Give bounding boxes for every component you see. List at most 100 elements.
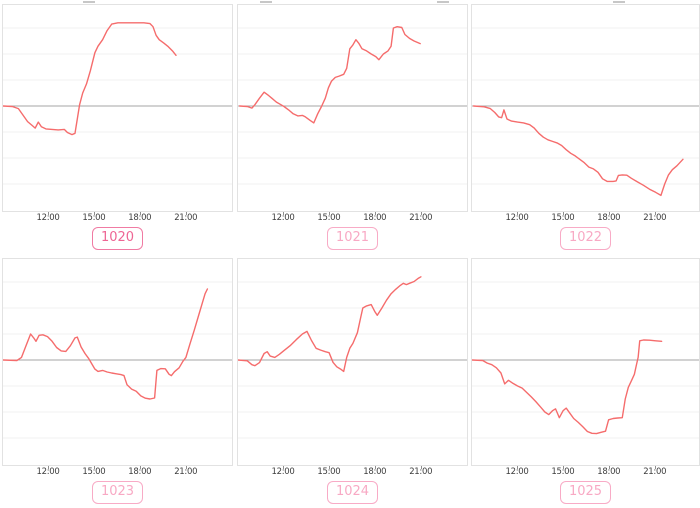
contract-badge-1020[interactable]: 1020 — [91, 227, 144, 251]
series-line-1020 — [3, 22, 177, 136]
clipped-title-area — [2, 254, 233, 258]
x-tick-mark — [93, 212, 95, 215]
x-tick-label: 21:00 — [174, 467, 198, 477]
chart-cell-1020: 12:00 15:00 18:00 21:00 1020 — [2, 0, 233, 254]
x-tick-label: 15:00 — [551, 467, 575, 477]
badge-row: 1024 — [237, 478, 468, 508]
line-chart-1023 — [3, 281, 232, 439]
x-tick-mark — [328, 466, 330, 469]
line-chart-1020 — [3, 22, 232, 185]
line-chart-1024 — [238, 276, 467, 439]
clipped-title-fragment — [83, 1, 95, 3]
x-tick-mark — [562, 212, 564, 215]
x-tick-mark — [283, 212, 284, 215]
contract-badge-1025[interactable]: 1025 — [559, 481, 612, 505]
chart-cell-1023: 12:00 15:00 18:00 21:00 1023 — [2, 254, 233, 508]
clipped-title-area — [2, 0, 233, 4]
series-line-1024 — [238, 276, 422, 373]
line-chart-1022 — [472, 27, 699, 197]
x-axis-1021: 12:00 15:00 18:00 21:00 — [237, 212, 468, 224]
x-tick-label: 15:00 — [317, 213, 341, 223]
series-line-1025 — [472, 339, 663, 435]
chart-panel-1025[interactable] — [471, 258, 700, 466]
x-tick-mark — [517, 466, 518, 469]
x-tick-label: 21:00 — [409, 467, 433, 477]
chart-panel-1024[interactable] — [237, 258, 468, 466]
badge-row: 1025 — [471, 478, 700, 508]
contract-badge-1021[interactable]: 1021 — [326, 227, 379, 251]
x-tick-label: 12:00 — [271, 213, 295, 223]
chart-cell-1024: 12:00 15:00 18:00 21:00 1024 — [237, 254, 468, 508]
clipped-title-fragment — [613, 1, 625, 3]
x-tick-label: 12:00 — [36, 213, 60, 223]
chart-panel-1021[interactable] — [237, 4, 468, 212]
x-tick-mark — [517, 212, 518, 215]
x-axis-1020: 12:00 15:00 18:00 21:00 — [2, 212, 233, 224]
x-tick-mark — [608, 212, 610, 215]
x-tick-label: 18:00 — [597, 213, 621, 223]
x-tick-mark — [48, 212, 49, 215]
badge-row: 1023 — [2, 478, 233, 508]
x-axis-1024: 12:00 15:00 18:00 21:00 — [237, 466, 468, 478]
series-line-1021 — [238, 26, 421, 124]
badge-row: 1022 — [471, 224, 700, 254]
clipped-title-fragment — [260, 1, 272, 3]
contract-badge-1024[interactable]: 1024 — [326, 481, 379, 505]
x-tick-label: 15:00 — [82, 467, 106, 477]
series-line-1023 — [3, 288, 209, 400]
x-tick-mark — [93, 466, 95, 469]
x-tick-label: 21:00 — [643, 213, 667, 223]
clipped-title-area — [237, 254, 468, 258]
x-tick-label: 12:00 — [36, 467, 60, 477]
x-axis-1025: 12:00 15:00 18:00 21:00 — [471, 466, 700, 478]
clipped-title-fragment — [437, 1, 449, 3]
contract-badge-1022[interactable]: 1022 — [559, 227, 612, 251]
chart-cell-1025: 12:00 15:00 18:00 21:00 1025 — [471, 254, 700, 508]
x-tick-label: 21:00 — [643, 467, 667, 477]
chart-cell-1022: 12:00 15:00 18:00 21:00 1022 — [471, 0, 700, 254]
x-tick-label: 18:00 — [128, 467, 152, 477]
badge-row: 1020 — [2, 224, 233, 254]
x-axis-1023: 12:00 15:00 18:00 21:00 — [2, 466, 233, 478]
x-tick-mark — [420, 212, 422, 215]
x-tick-label: 12:00 — [271, 467, 295, 477]
x-tick-label: 12:00 — [505, 467, 529, 477]
chart-panel-1023[interactable] — [2, 258, 233, 466]
x-tick-label: 15:00 — [82, 213, 106, 223]
x-tick-mark — [185, 212, 187, 215]
x-tick-label: 18:00 — [363, 467, 387, 477]
x-tick-label: 18:00 — [363, 213, 387, 223]
x-tick-label: 15:00 — [317, 467, 341, 477]
chart-panel-1022[interactable] — [471, 4, 700, 212]
line-chart-1021 — [238, 26, 467, 185]
x-tick-mark — [608, 466, 610, 469]
badge-row: 1021 — [237, 224, 468, 254]
x-axis-1022: 12:00 15:00 18:00 21:00 — [471, 212, 700, 224]
x-tick-mark — [420, 466, 422, 469]
x-tick-mark — [328, 212, 330, 215]
x-tick-label: 18:00 — [128, 213, 152, 223]
series-line-1022 — [472, 105, 684, 197]
x-tick-label: 21:00 — [174, 213, 198, 223]
clipped-title-area — [237, 0, 468, 4]
x-tick-mark — [48, 466, 49, 469]
x-tick-mark — [374, 466, 376, 469]
x-tick-mark — [562, 466, 564, 469]
line-chart-1025 — [472, 281, 699, 439]
x-tick-label: 18:00 — [597, 467, 621, 477]
x-tick-label: 21:00 — [409, 213, 433, 223]
x-tick-mark — [654, 466, 656, 469]
clipped-title-area — [471, 254, 700, 258]
x-tick-mark — [139, 212, 141, 215]
x-tick-mark — [654, 212, 656, 215]
chart-panel-1020[interactable] — [2, 4, 233, 212]
x-tick-mark — [185, 466, 187, 469]
x-tick-mark — [283, 466, 284, 469]
clipped-title-area — [471, 0, 700, 4]
x-tick-mark — [139, 466, 141, 469]
x-tick-label: 12:00 — [505, 213, 529, 223]
contract-badge-1023[interactable]: 1023 — [91, 481, 144, 505]
x-tick-mark — [374, 212, 376, 215]
chart-cell-1021: 12:00 15:00 18:00 21:00 1021 — [237, 0, 468, 254]
